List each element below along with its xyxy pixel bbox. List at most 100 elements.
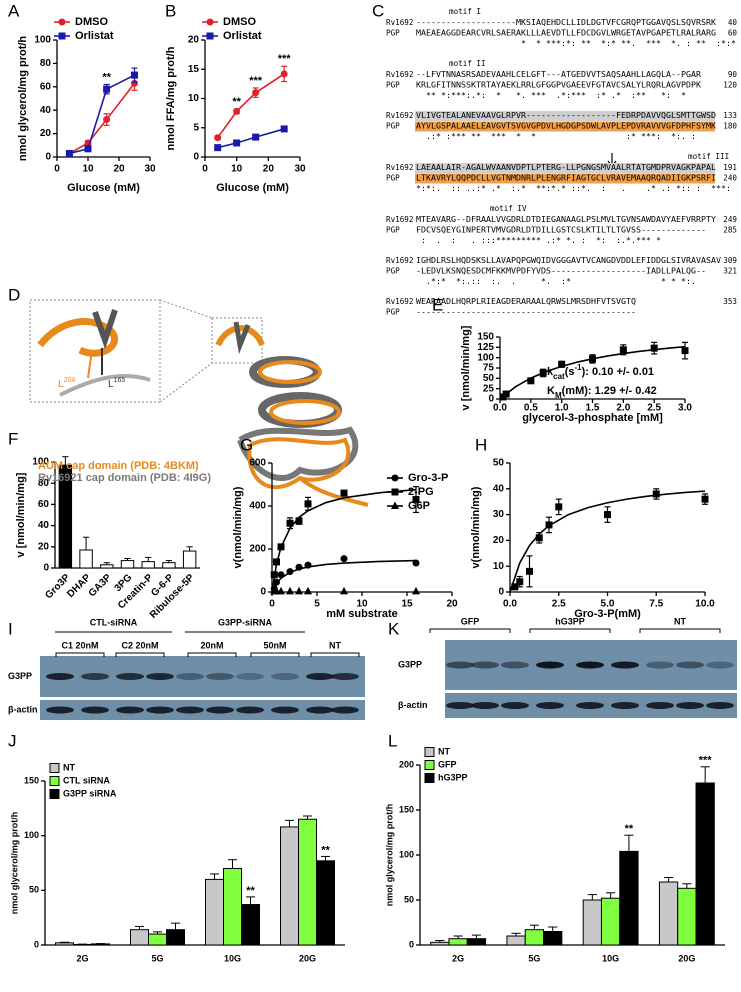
y-tick-label: 20: [40, 128, 52, 139]
bar: [677, 887, 697, 946]
legend-label: G3PP siRNA: [63, 788, 117, 798]
marker: [286, 586, 294, 595]
band: [206, 673, 234, 680]
significance: **: [246, 885, 255, 897]
marker: [650, 344, 658, 352]
x-tick-label: 3.0: [678, 403, 692, 414]
bar: [223, 867, 242, 946]
x-tick-label: 5G: [528, 953, 540, 963]
legend-swatch: [49, 789, 60, 799]
marker: [619, 346, 627, 354]
series-line: [69, 74, 135, 155]
y-tick-label: 0: [260, 587, 266, 598]
band: [446, 661, 474, 669]
sequence: --------------------MKSIAQEHDCLLIDLDGTVF…: [416, 18, 716, 27]
sequence-end: 120: [723, 81, 737, 90]
structure-drawing: [29, 299, 369, 507]
bar: [543, 931, 563, 946]
significance: ***: [278, 53, 292, 65]
panel-letter: F: [8, 429, 18, 448]
x-tick-label: 10: [356, 599, 368, 610]
band: [576, 702, 604, 709]
consensus: .*:* *:.:: :. . *. :* * * *:.: [416, 277, 696, 286]
marker: [412, 496, 420, 504]
sequence-name: Rv1692: [386, 163, 413, 172]
y-axis-label: v [nmol/min/mg]: [460, 325, 472, 410]
x-tick-label: 1.5: [586, 403, 600, 414]
bar: [695, 782, 715, 946]
band: [611, 661, 639, 669]
motif-label: motif IV: [490, 204, 527, 213]
legend-label: 2-PG: [408, 486, 434, 498]
marker: [701, 495, 709, 503]
y-axis-label: nmol glycerol/mg prot/h: [384, 804, 394, 907]
bar: [148, 933, 167, 946]
marker: [391, 474, 399, 482]
motif-label: motif I: [449, 7, 481, 16]
sequence-name: Rv1692: [386, 70, 413, 79]
panel-letter: L: [388, 731, 397, 750]
series-line: [217, 128, 285, 149]
annotation-text: ): 0.10 +/- 0.01: [582, 366, 654, 378]
y-tick-label: 150: [477, 332, 494, 343]
ribbon: [215, 325, 265, 347]
x-axis-label: glycerol-3-phosphate [mM]: [522, 412, 663, 424]
x-tick-label: 20: [113, 164, 125, 175]
y-tick-label: 60: [38, 499, 50, 510]
sequence: MTEAVARG--DFRAALVVGDRLDTDIEGANAAGLPSLMVL…: [416, 215, 716, 224]
sequence: VLIVGTEALANEVAAVGLRPVR------------------…: [416, 111, 716, 120]
series-line: [271, 488, 417, 593]
y-tick-label: 150: [24, 775, 39, 785]
bar: [182, 550, 197, 569]
sequence-end: 60: [728, 29, 738, 38]
consensus: : . : . :::********* .:* *. : *: :.*.***…: [416, 236, 661, 245]
band: [306, 673, 334, 680]
residue-label: L204: [58, 377, 75, 389]
lane-bracket: [310, 652, 360, 657]
sequence-name: PGP: [386, 308, 400, 317]
sequence: -LEDVLKSNQESDCMFKKMVPDFYVDS-------------…: [416, 267, 706, 276]
legend-label: G6P: [408, 500, 430, 512]
bar: [55, 942, 74, 946]
band: [81, 706, 109, 714]
y-tick-label: 0: [43, 563, 49, 574]
marker: [214, 134, 222, 142]
panel-letter: E: [432, 295, 443, 314]
helix: [249, 356, 321, 388]
side-chain: [87, 349, 93, 379]
zoom-line: [159, 362, 213, 403]
sequence: LTKAVRYLQQPDCLLVGTNMDNRLPLENGRFIAGTGCLVR…: [416, 174, 716, 183]
y-tick-label: 50: [404, 894, 414, 904]
lane-label: C2 20nM: [121, 640, 158, 650]
annotation: kcat(s-1): 0.10 +/- 0.01: [547, 363, 654, 381]
sequence-end: 133: [723, 111, 737, 120]
marker: [206, 32, 214, 40]
group-label: G3PP-siRNA: [218, 617, 273, 627]
legend-label: hG3PP: [438, 772, 468, 782]
y-tick-label: 0: [409, 939, 414, 949]
x-tick-label: 1.0: [555, 403, 569, 414]
band: [176, 706, 204, 714]
band: [46, 673, 74, 680]
panel-letter: H: [475, 435, 487, 454]
lane-bracket: [529, 628, 611, 633]
sequence-name: Rv1692: [386, 256, 413, 265]
sequence-name: Rv1692: [386, 297, 413, 306]
x-tick-label: 20: [446, 599, 458, 610]
x-tick-label: 2.5: [647, 403, 661, 414]
sequence-end: 40: [728, 18, 738, 27]
band: [446, 702, 474, 709]
y-tick-label: 10: [188, 93, 200, 104]
marker: [280, 70, 288, 78]
helix: [269, 399, 341, 425]
band: [676, 661, 704, 669]
sequence-end: 309: [723, 256, 737, 265]
lane-bracket: [250, 652, 300, 657]
panel-letter: B: [165, 1, 176, 20]
marker: [535, 534, 543, 542]
band: [471, 702, 499, 709]
residue-base: L: [108, 379, 114, 390]
x-tick-label: 0: [54, 164, 60, 175]
legend-swatch: [49, 763, 60, 773]
marker: [103, 116, 111, 124]
